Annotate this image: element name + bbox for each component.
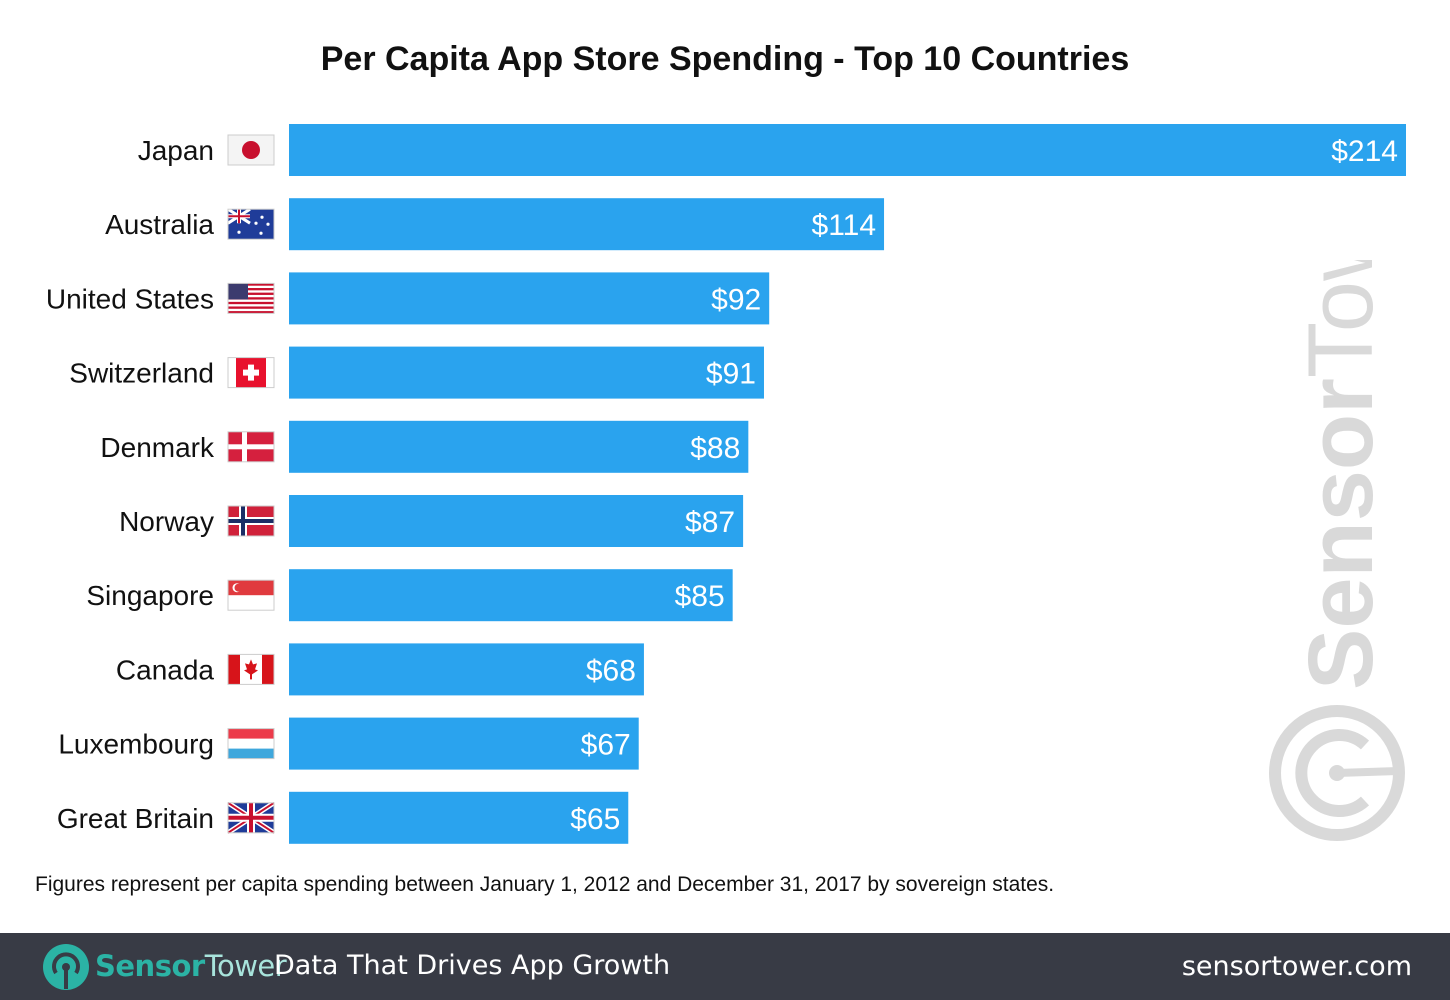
data-label: $92 (711, 283, 761, 316)
sensortower-logo-icon (43, 944, 89, 990)
category-label: Japan (138, 135, 214, 166)
norway-flag-icon (227, 505, 275, 537)
sensortower-watermark: SensorTower (1269, 260, 1405, 841)
footer-bar: SensorTower Data That Drives App Growth … (0, 933, 1450, 1000)
category-label: Denmark (100, 432, 215, 463)
category-label: Luxembourg (58, 729, 214, 760)
bar (289, 420, 749, 473)
footer-url[interactable]: sensortower.com (1181, 951, 1412, 982)
footer-tagline: Data That Drives App Growth (274, 950, 671, 981)
bar (289, 791, 629, 844)
chart-title: Per Capita App Store Spending - Top 10 C… (320, 40, 1130, 78)
uk-flag-icon (226, 800, 276, 835)
data-label: $65 (570, 803, 620, 836)
us-flag-icon (227, 282, 275, 314)
bar (289, 569, 733, 622)
category-label: Singapore (86, 580, 214, 611)
bar (289, 346, 764, 399)
category-label: Canada (116, 654, 215, 685)
svg-text:SensorTower: SensorTower (1290, 260, 1392, 690)
category-label: Switzerland (69, 358, 214, 389)
data-label: $114 (812, 209, 877, 242)
japan-flag-icon (227, 134, 275, 166)
data-label: $88 (690, 432, 740, 465)
canada-flag-icon (227, 653, 275, 685)
category-label: Great Britain (57, 803, 214, 834)
data-label: $68 (586, 654, 636, 687)
watermark-text: Sensor (1290, 378, 1392, 690)
category-label: Australia (105, 209, 214, 240)
switzerland-flag-icon (227, 357, 275, 389)
bar (289, 643, 644, 696)
footnote: Figures represent per capita spending be… (35, 873, 1055, 896)
category-label: United States (46, 283, 214, 314)
brand-light: Tower (204, 949, 287, 983)
data-label: $85 (675, 580, 725, 613)
bar (289, 717, 639, 770)
bar-chart: Japan $214 Australia $114 United States $92 Sw… (46, 124, 1406, 844)
data-label: $67 (581, 729, 631, 762)
footer-brand: SensorTower (95, 949, 287, 983)
singapore-flag-icon (227, 579, 275, 611)
bar (289, 198, 885, 251)
australia-flag-icon (227, 207, 275, 240)
data-label: $214 (1331, 135, 1398, 168)
bar (289, 272, 770, 325)
brand-bold: Sensor (95, 949, 205, 983)
data-label: $87 (685, 506, 735, 539)
data-label: $91 (706, 358, 756, 391)
bar (289, 124, 1406, 176)
category-label: Norway (119, 506, 214, 537)
luxembourg-flag-icon (227, 728, 275, 760)
denmark-flag-icon (227, 431, 275, 463)
bar (289, 495, 744, 547)
